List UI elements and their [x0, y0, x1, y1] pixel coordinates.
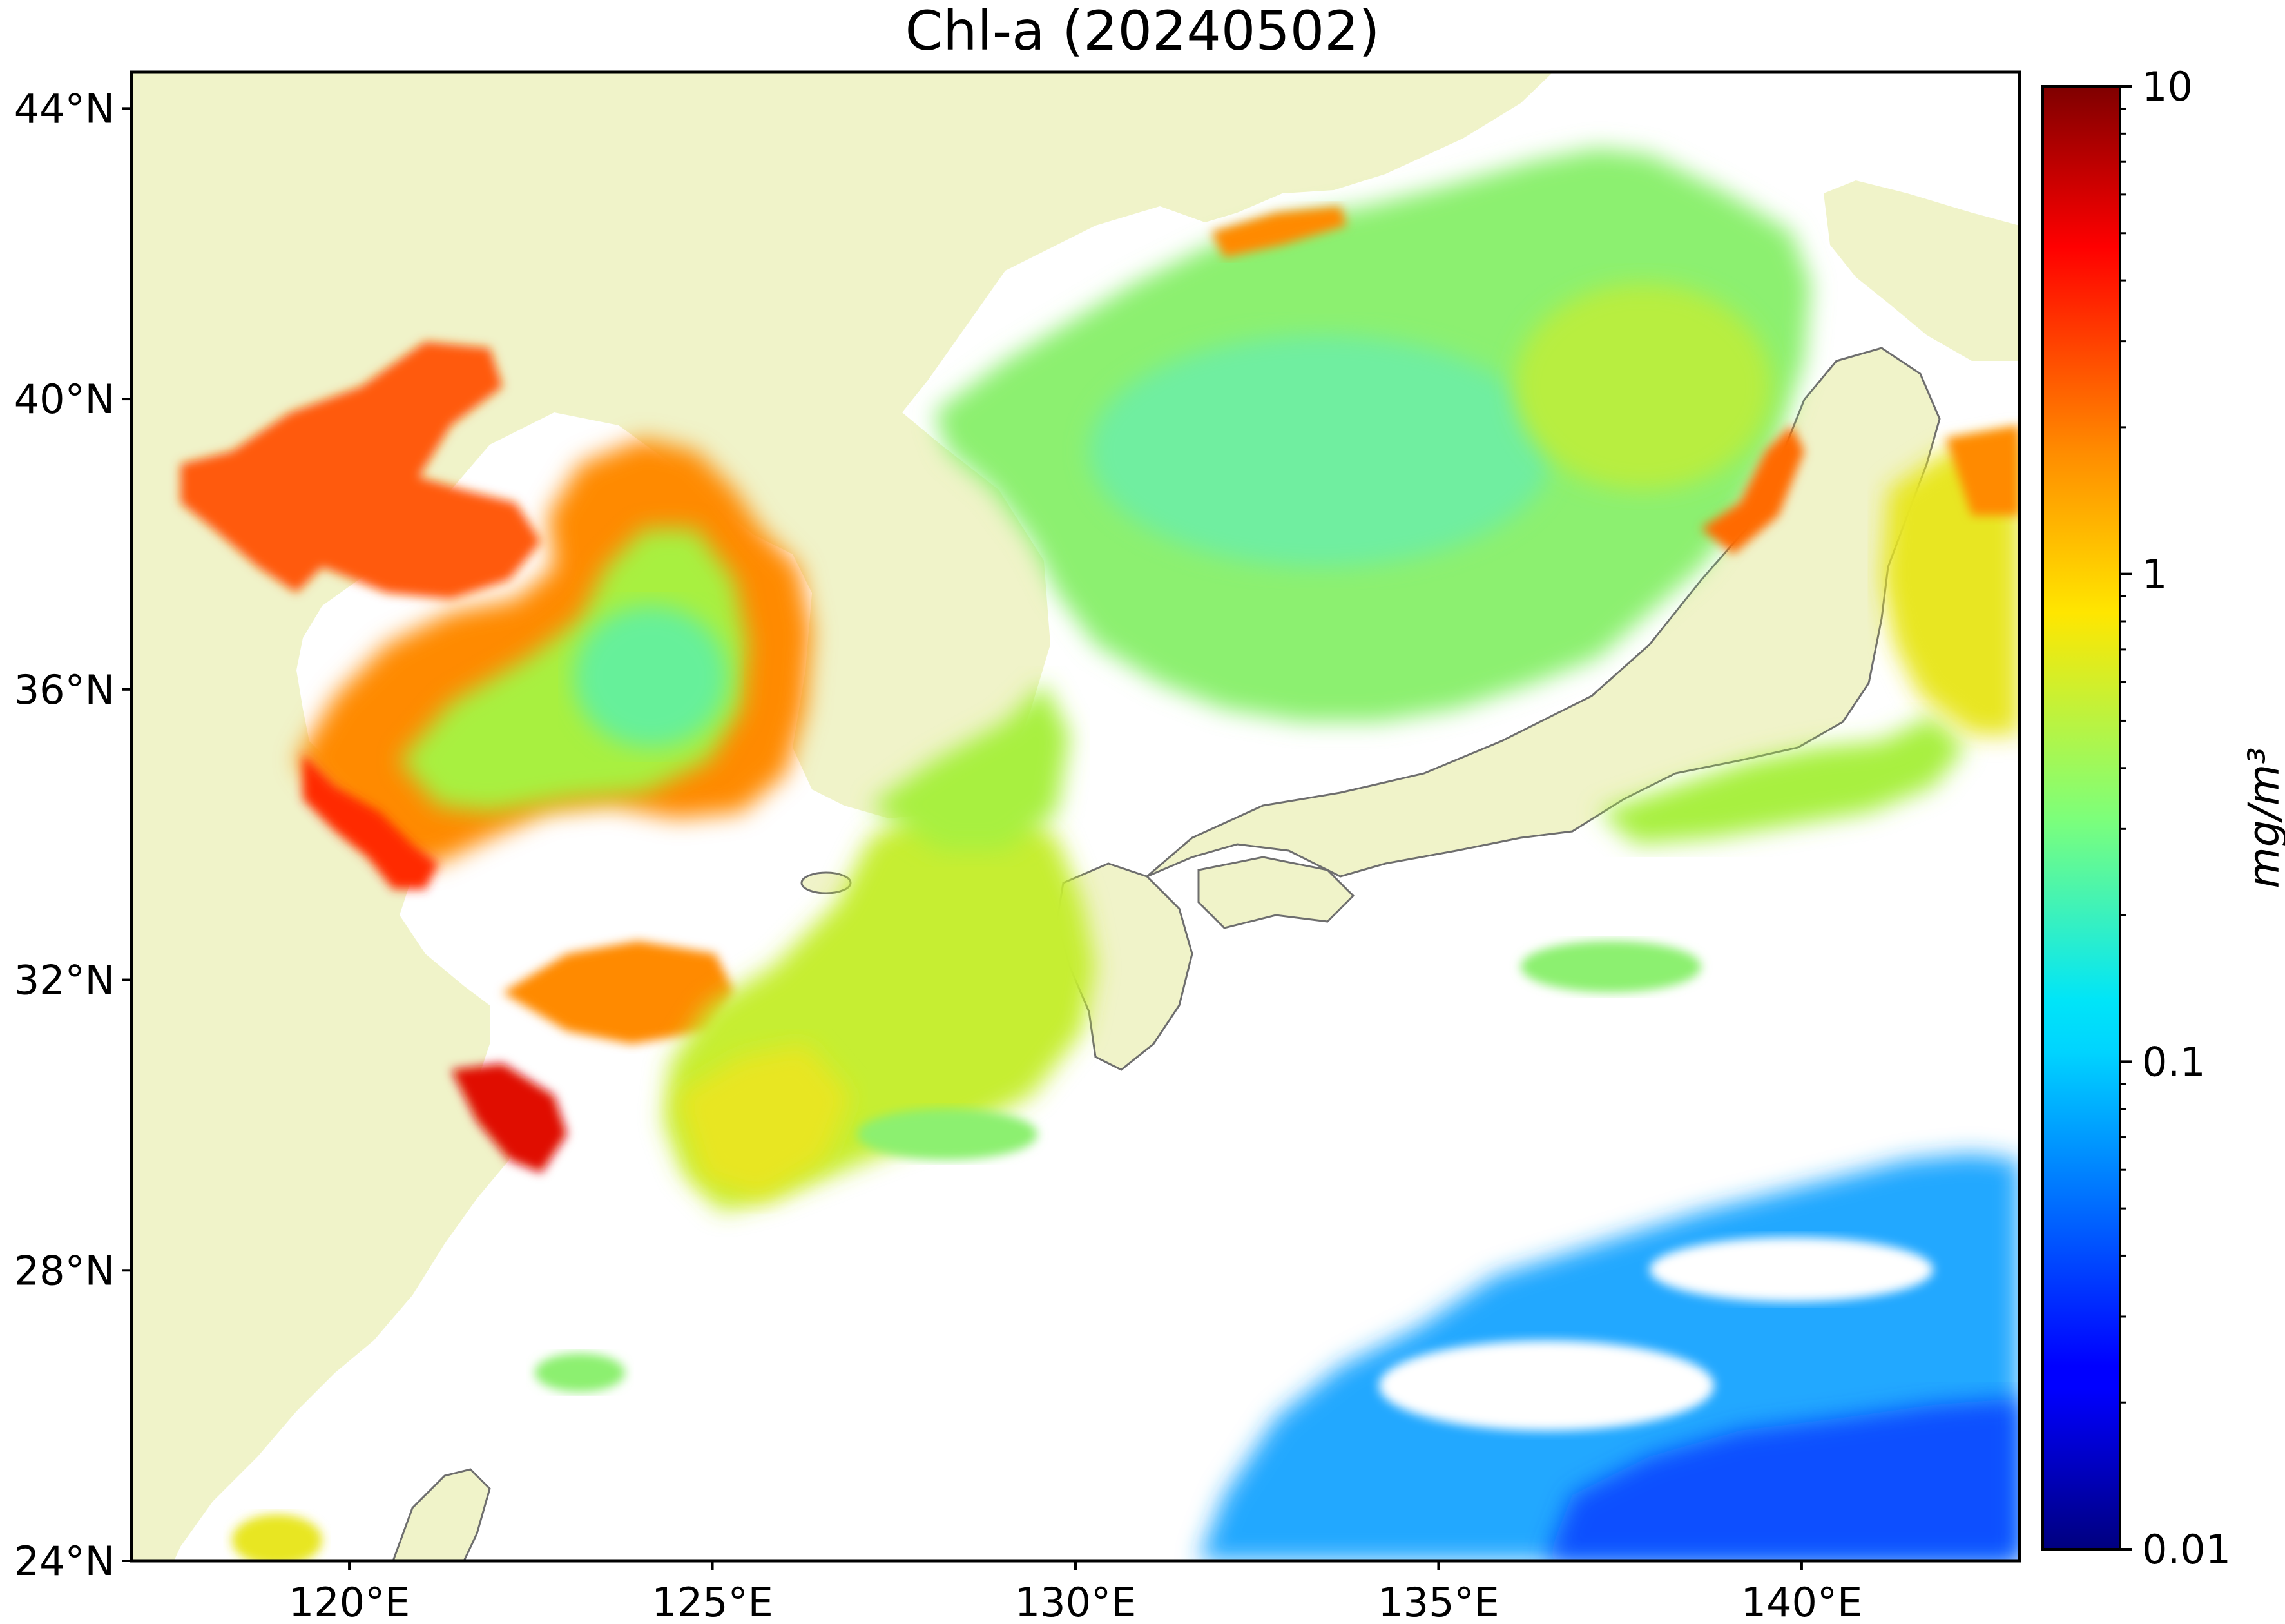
lon-tick-label: 140°E [1741, 1579, 1863, 1624]
lat-tick-label: 44°N [14, 85, 115, 132]
chl-pacific-deep-blue [1547, 1398, 2020, 1561]
map-title: Chl-a (20240502) [905, 0, 1380, 63]
lat-tick-label: 28°N [14, 1247, 115, 1294]
lat-tick-label: 32°N [14, 957, 115, 1004]
land-hokkaido [1824, 180, 2020, 361]
land-mainland [131, 72, 1553, 1561]
chl-korea-strait [870, 683, 1070, 851]
chl-south-japan-coast [1598, 715, 1965, 844]
colorbar-tick-label: 1 [2142, 551, 2167, 598]
colorbar-tick-label: 0.1 [2142, 1038, 2206, 1085]
chl-japan-west-coast [1701, 425, 1804, 554]
chl-japan-sea-eddies [1089, 335, 1553, 567]
chl-patch-ryukyu [857, 1108, 1037, 1160]
land-taiwan [392, 1468, 491, 1561]
lat-tick-label: 36°N [14, 666, 115, 713]
lat-tick-label: 24°N [14, 1538, 115, 1585]
lon-tick-label: 130°E [1015, 1579, 1137, 1624]
chl-zhejiang-coast [451, 1063, 567, 1173]
colorbar-tick-label: 0.01 [2142, 1526, 2231, 1573]
land-northwest [131, 72, 490, 451]
lon-tick-label: 120°E [289, 1579, 410, 1624]
chl-yellow-sea-core [574, 606, 728, 748]
colorbar-label: mg/m³ [2239, 747, 2285, 888]
chl-patch-south [535, 1353, 625, 1392]
colorbar[interactable] [2041, 85, 2121, 1551]
colorbar-ticks: 10 1 0.1 0.01 [2120, 63, 2231, 1573]
chl-japan-sea-east [1514, 284, 1772, 490]
land-jeju [800, 871, 852, 894]
cloud-gap [1650, 1237, 1933, 1302]
chl-bohai-sea [180, 342, 541, 599]
chl-jiangsu-shoal [303, 754, 438, 889]
colorbar-tick-label: 10 [2142, 63, 2193, 110]
land-shikoku [1197, 856, 1355, 929]
latitude-axis: 44°N 40°N 36°N 32°N 28°N 24°N [14, 85, 131, 1585]
cloud-gap [1379, 1340, 1714, 1431]
chl-north-korea-coast [1211, 206, 1347, 258]
chl-patch-east [1521, 941, 1701, 992]
longitude-axis: 120°E 125°E 130°E 135°E 140°E [289, 1561, 1862, 1624]
lat-tick-label: 40°N [14, 376, 115, 423]
chl-patch-taiwan-strait [232, 1514, 322, 1561]
chl-yangtze-plume [503, 941, 735, 1044]
chl-hokkaido-east-orange [1946, 425, 2020, 516]
chl-ecs-yellow [677, 1044, 851, 1199]
lon-tick-label: 135°E [1378, 1579, 1499, 1624]
lon-tick-label: 125°E [651, 1579, 773, 1624]
